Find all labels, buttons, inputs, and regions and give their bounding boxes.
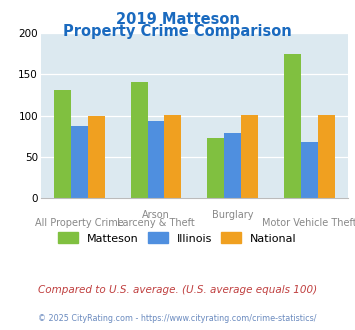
Text: Compared to U.S. average. (U.S. average equals 100): Compared to U.S. average. (U.S. average … <box>38 285 317 295</box>
Text: © 2025 CityRating.com - https://www.cityrating.com/crime-statistics/: © 2025 CityRating.com - https://www.city… <box>38 314 317 323</box>
Text: Arson: Arson <box>142 210 170 219</box>
Legend: Matteson, Illinois, National: Matteson, Illinois, National <box>59 232 296 244</box>
Text: Larceny & Theft: Larceny & Theft <box>117 218 195 228</box>
Bar <box>284 54 301 198</box>
Text: All Property Crime: All Property Crime <box>35 218 124 228</box>
Text: Motor Vehicle Theft: Motor Vehicle Theft <box>262 218 355 228</box>
Bar <box>224 133 241 198</box>
Bar <box>54 90 71 198</box>
Bar <box>318 115 335 198</box>
Bar <box>164 115 181 198</box>
Bar <box>88 115 104 198</box>
Bar <box>131 82 148 198</box>
Text: Property Crime Comparison: Property Crime Comparison <box>63 24 292 39</box>
Bar <box>301 142 318 198</box>
Text: 2019 Matteson: 2019 Matteson <box>116 12 239 26</box>
Bar <box>207 138 224 198</box>
Bar <box>241 115 258 198</box>
Bar <box>71 126 88 198</box>
Bar <box>148 121 164 198</box>
Text: Burglary: Burglary <box>212 210 253 219</box>
